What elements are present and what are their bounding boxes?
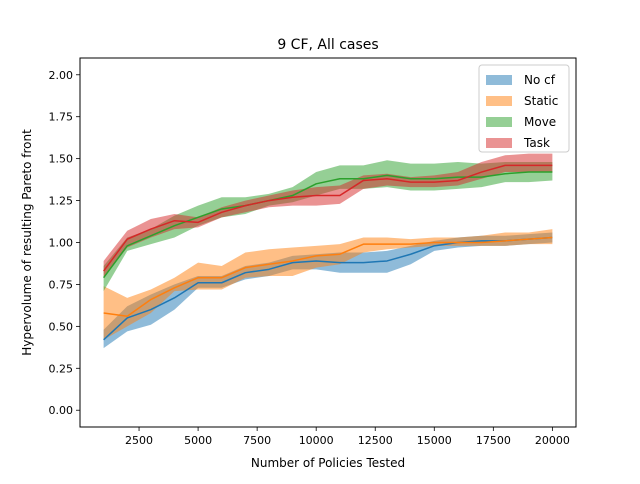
x-tick-label: 2500: [125, 434, 153, 447]
plot-layer: [103, 153, 553, 349]
legend-label-move: Move: [524, 115, 556, 129]
legend-swatch-move: [486, 117, 512, 127]
legend-label-task: Task: [523, 136, 550, 150]
y-tick-label: 1.25: [49, 195, 74, 208]
legend-label-static: Static: [524, 94, 558, 108]
mean-line-static: [103, 236, 553, 318]
y-tick-label: 1.00: [49, 237, 74, 250]
y-tick-label: 2.00: [49, 69, 74, 82]
y-tick-label: 0.00: [49, 404, 74, 417]
y-axis-label: Hypervolume of resulting Pareto front: [20, 129, 34, 356]
y-tick-label: 1.50: [49, 153, 74, 166]
legend-box: [478, 64, 570, 153]
legend-swatch-no-cf: [486, 75, 512, 85]
x-axis-label: Number of Policies Tested: [251, 456, 405, 470]
mean-line-no-cf: [103, 236, 553, 341]
y-tick-label: 0.50: [49, 320, 74, 333]
confidence-band-task: [103, 153, 553, 278]
legend: No cf Static Move Task: [478, 64, 570, 153]
x-tick-label: 7500: [243, 434, 271, 447]
mean-line-task: [103, 164, 553, 272]
x-axis: 2500 5000 7500 10000 12500 15000 17500 20000: [125, 427, 570, 447]
x-tick-label: 15000: [417, 434, 452, 447]
mean-line-move: [103, 171, 553, 279]
chart-title: 9 CF, All cases: [277, 37, 378, 53]
x-tick-label: 10000: [299, 434, 334, 447]
legend-label-no-cf: No cf: [524, 73, 556, 87]
y-tick-label: 1.75: [49, 111, 74, 124]
y-tick-label: 0.75: [49, 278, 74, 291]
y-tick-label: 0.25: [49, 362, 74, 375]
x-tick-label: 5000: [184, 434, 212, 447]
x-tick-label: 20000: [535, 434, 570, 447]
legend-swatch-static: [486, 96, 512, 106]
x-tick-label: 17500: [476, 434, 511, 447]
y-axis: 0.00 0.25 0.50 0.75 1.00 1.25 1.50 1.75 2.00: [49, 69, 80, 417]
legend-swatch-task: [486, 138, 512, 148]
x-tick-label: 12500: [358, 434, 393, 447]
